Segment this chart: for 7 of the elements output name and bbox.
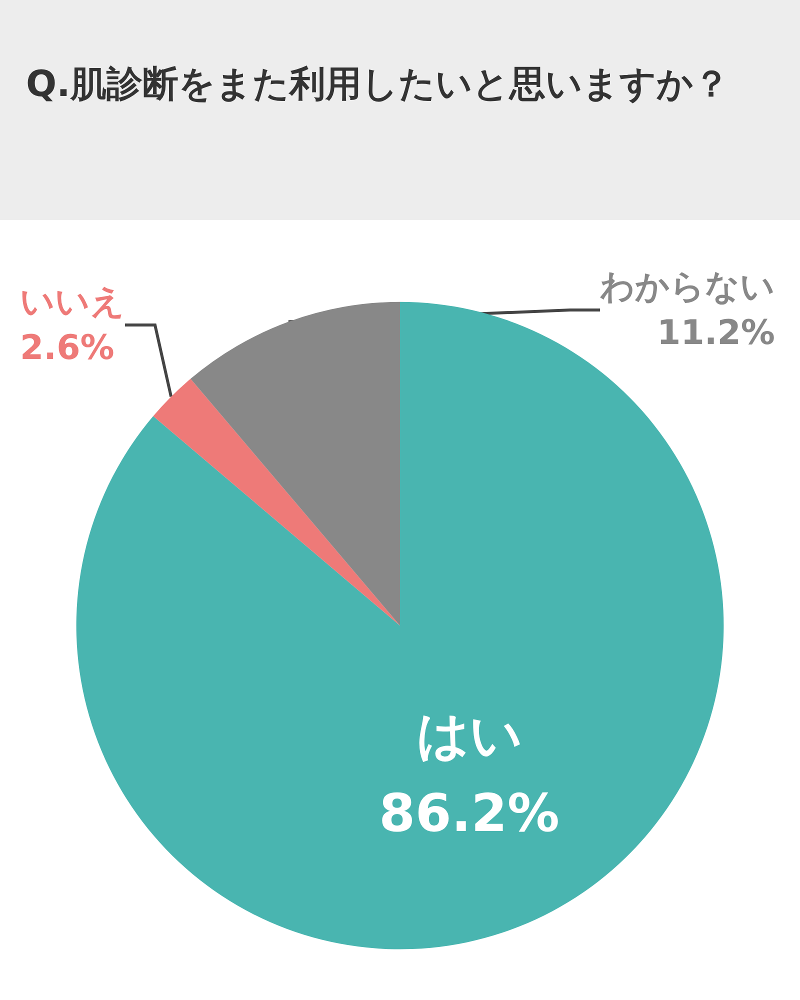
slice-label: わからない bbox=[600, 267, 775, 307]
data-label: 2.6% bbox=[20, 328, 114, 368]
chart-title: Q.肌診断をまた利用したいと思いますか？ bbox=[26, 63, 730, 107]
slice-label: いいえ bbox=[20, 282, 125, 322]
slice-label: はい bbox=[416, 706, 522, 766]
data-label: 11.2% bbox=[657, 313, 775, 353]
data-label: 86.2% bbox=[379, 784, 560, 844]
